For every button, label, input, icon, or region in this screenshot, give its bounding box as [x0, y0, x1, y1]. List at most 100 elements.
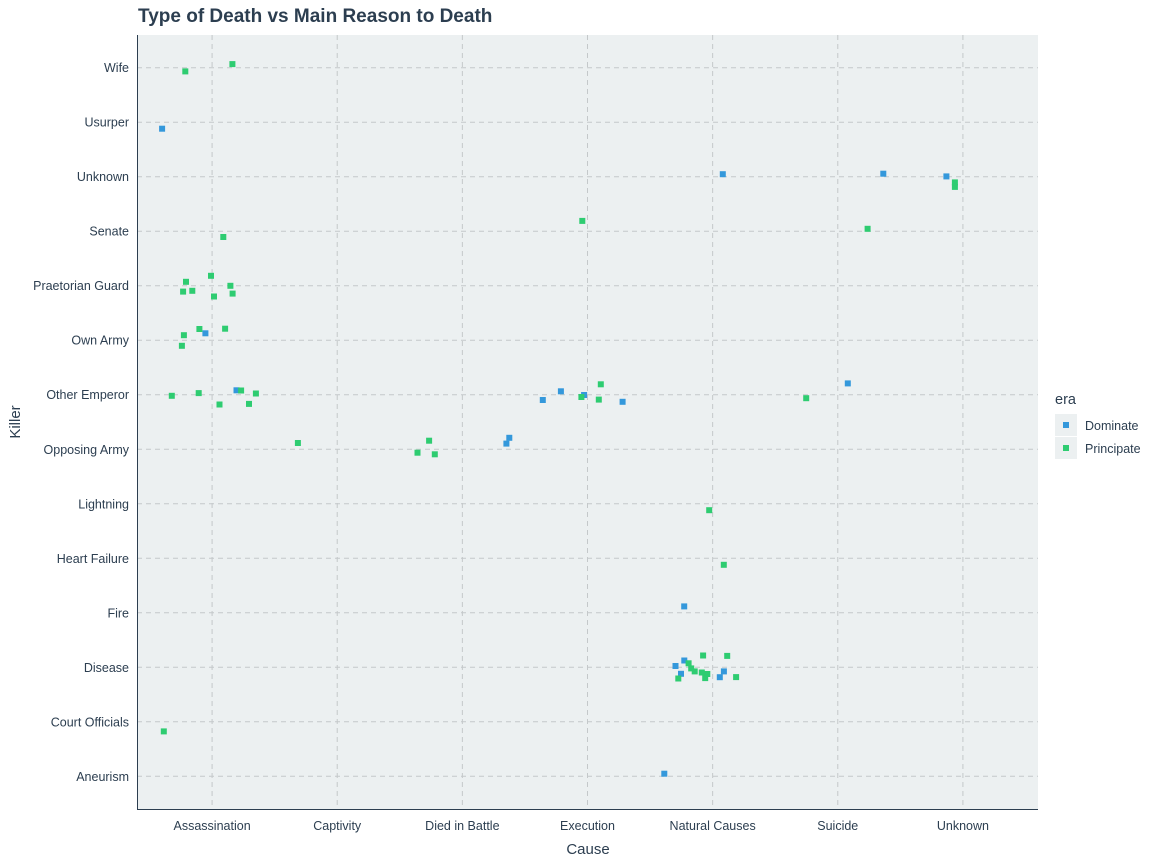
- point-principate-39: [688, 665, 695, 672]
- point-principate-43: [951, 179, 958, 186]
- legend-label-dominate: Dominate: [1085, 419, 1139, 433]
- legend-label-principate: Principate: [1085, 442, 1141, 456]
- y-axis-title: Killer: [7, 405, 24, 438]
- point-principate-7: [183, 278, 189, 285]
- point-principate-1: [182, 68, 189, 75]
- y-tick-label-other-emperor: Other Emperor: [46, 388, 129, 402]
- y-tick-label-senate: Senate: [89, 225, 129, 239]
- x-tick-label-captivity: Captivity: [313, 819, 362, 833]
- point-principate-11: [178, 342, 185, 349]
- point-dominate-11: [678, 670, 684, 677]
- point-principate-3: [211, 293, 217, 300]
- y-tick-label-opposing-army: Opposing Army: [44, 443, 130, 457]
- point-principate-5: [208, 272, 214, 279]
- legend-key-dominate: [1063, 422, 1069, 428]
- axes: [137, 35, 1038, 810]
- point-dominate-12: [716, 674, 723, 681]
- point-principate-41: [864, 225, 871, 232]
- point-principate-28: [597, 381, 604, 388]
- point-principate-18: [216, 401, 223, 408]
- point-principate-0: [229, 61, 236, 68]
- point-principate-23: [431, 451, 438, 458]
- point-principate-25: [579, 217, 586, 224]
- point-principate-21: [294, 440, 301, 446]
- y-tick-label-disease: Disease: [84, 661, 129, 675]
- grid-lines: [137, 35, 1038, 809]
- x-tick-label-assassination: Assassination: [174, 819, 251, 833]
- point-dominate-14: [672, 663, 679, 669]
- point-principate-32: [733, 674, 740, 681]
- y-tick-label-court-officials: Court Officials: [51, 715, 129, 729]
- y-tick-labels: Aneurism Court Officials Disease Fire Heart …: [33, 61, 130, 784]
- legend-title: era: [1055, 392, 1077, 408]
- x-tick-label-natural-causes: Natural Causes: [670, 819, 756, 833]
- point-dominate-0: [159, 125, 166, 132]
- point-principate-27: [595, 396, 602, 403]
- point-dominate-3: [503, 440, 510, 447]
- point-principate-2: [220, 234, 227, 240]
- point-dominate-18: [844, 380, 851, 387]
- y-tick-label-wife: Wife: [104, 61, 129, 75]
- point-principate-24: [414, 449, 421, 456]
- point-dominate-10: [681, 603, 688, 610]
- x-tick-labels: Assassination Captivity Died in Battle Exec…: [174, 819, 989, 833]
- point-dominate-7: [539, 397, 546, 403]
- point-dominate-4: [506, 434, 513, 441]
- point-principate-38: [698, 669, 705, 676]
- y-tick-label-usurper: Usurper: [85, 116, 129, 130]
- y-tick-label-fire: Fire: [107, 606, 129, 620]
- point-principate-29: [706, 507, 713, 514]
- y-tick-label-lightning: Lightning: [78, 497, 129, 511]
- y-tick-label-own-army: Own Army: [71, 334, 129, 348]
- point-principate-26: [578, 394, 585, 400]
- y-tick-label-unknown: Unknown: [77, 170, 129, 184]
- point-principate-4: [227, 282, 234, 289]
- legend: era Dominate Principate: [1055, 392, 1141, 459]
- point-principate-22: [426, 437, 433, 444]
- x-axis-title: Cause: [566, 841, 609, 858]
- point-principate-15: [252, 390, 259, 397]
- point-principate-6: [180, 288, 187, 295]
- x-tick-label-suicide: Suicide: [817, 819, 858, 833]
- point-dominate-1: [202, 330, 209, 337]
- chart-title: Type of Death vs Main Reason to Death: [138, 6, 492, 27]
- point-dominate-2: [233, 387, 240, 394]
- point-principate-19: [168, 392, 175, 399]
- point-principate-12: [196, 326, 203, 332]
- point-principate-33: [691, 668, 698, 675]
- point-dominate-5: [619, 398, 626, 405]
- point-dominate-13: [681, 657, 688, 664]
- point-principate-35: [700, 652, 707, 659]
- legend-key-principate: [1063, 445, 1069, 451]
- point-dominate-9: [719, 171, 726, 178]
- point-principate-42: [803, 395, 810, 402]
- point-principate-16: [246, 400, 252, 407]
- y-tick-label-aneurism: Aneurism: [76, 770, 129, 784]
- point-principate-31: [724, 652, 731, 659]
- point-principate-40: [704, 671, 711, 677]
- point-principate-37: [675, 675, 682, 682]
- point-principate-20: [160, 728, 167, 735]
- y-tick-label-praetorian-guard: Praetorian Guard: [33, 279, 129, 293]
- point-principate-34: [702, 675, 709, 682]
- x-tick-label-unknown: Unknown: [937, 819, 989, 833]
- point-principate-9: [229, 290, 236, 297]
- x-tick-label-died-in-battle: Died in Battle: [425, 819, 499, 833]
- point-principate-17: [195, 390, 202, 397]
- data-points: [159, 61, 958, 777]
- point-dominate-17: [880, 170, 887, 177]
- point-principate-13: [180, 332, 187, 339]
- y-tick-label-heart-failure: Heart Failure: [57, 552, 129, 566]
- point-dominate-16: [661, 770, 668, 777]
- point-principate-44: [951, 183, 958, 190]
- point-dominate-19: [943, 173, 950, 180]
- point-dominate-6: [557, 388, 564, 395]
- point-principate-30: [720, 561, 727, 568]
- x-tick-label-execution: Execution: [560, 819, 615, 833]
- point-dominate-15: [720, 668, 727, 675]
- point-principate-14: [238, 387, 245, 394]
- point-principate-36: [685, 660, 692, 667]
- point-principate-8: [189, 287, 196, 294]
- point-principate-10: [222, 325, 229, 332]
